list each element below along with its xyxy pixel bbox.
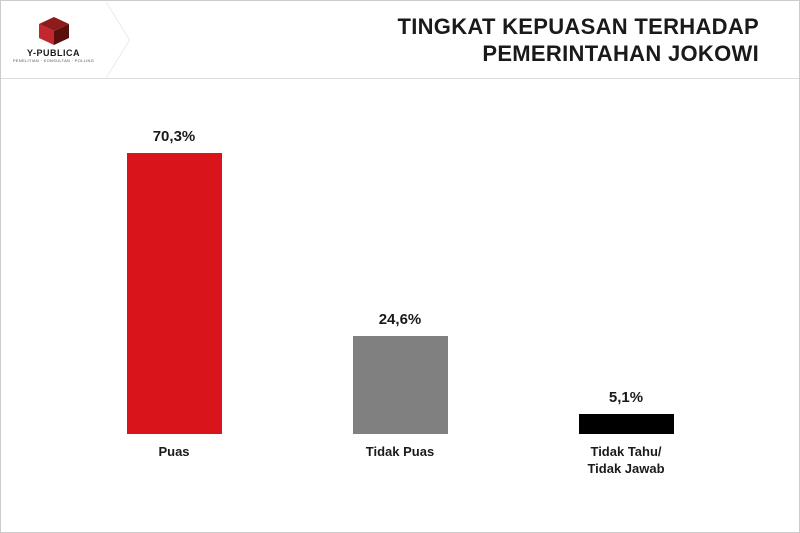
page-root: Y-PUBLICA PENELITIAN · KONSULTAN · POLLI… [0,0,800,533]
logo-tagline: PENELITIAN · KONSULTAN · POLLING [13,58,94,63]
logo-block: Y-PUBLICA PENELITIAN · KONSULTAN · POLLI… [1,1,106,79]
bar-value: 24,6% [379,311,422,328]
bar-group-tidak-tahu: 5,1% Tidak Tahu/ Tidak Jawab [551,389,701,434]
bar-group-tidak-puas: 24,6% Tidak Puas [325,311,475,434]
bar-label: Puas [94,444,254,461]
bar-rect [579,414,674,434]
bar-label: Tidak Puas [320,444,480,461]
chevron-divider-icon [106,1,130,79]
bar-rect [127,153,222,434]
bar-rect [353,336,448,434]
title-line-2: PEMERINTAHAN JOKOWI [130,40,759,68]
bars-container: 70,3% Puas 24,6% Tidak Puas 5,1% Tidak T… [61,134,739,434]
bar-group-puas: 70,3% Puas [99,128,249,434]
bar-value: 70,3% [153,128,196,145]
title-line-1: TINGKAT KEPUASAN TERHADAP [130,13,759,41]
cube-logo-icon [39,17,69,45]
header: Y-PUBLICA PENELITIAN · KONSULTAN · POLLI… [1,1,799,79]
chart-area: 70,3% Puas 24,6% Tidak Puas 5,1% Tidak T… [61,111,739,482]
logo-name: Y-PUBLICA [27,48,80,58]
chart-title: TINGKAT KEPUASAN TERHADAP PEMERINTAHAN J… [130,13,799,68]
bar-value: 5,1% [609,389,643,406]
bar-label: Tidak Tahu/ Tidak Jawab [546,444,706,478]
